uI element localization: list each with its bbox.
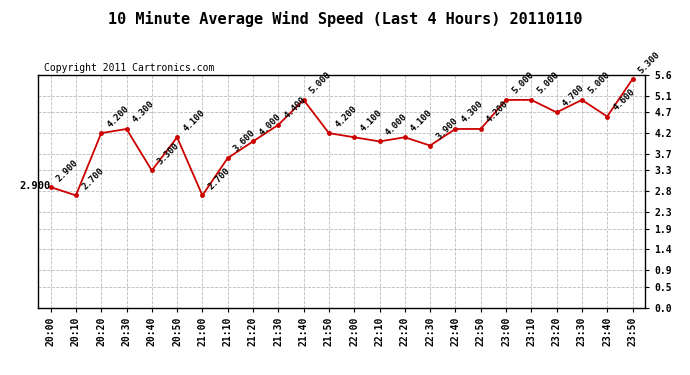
Y-axis label: 2.900: 2.900 <box>19 181 51 191</box>
Text: 5.000: 5.000 <box>586 70 611 96</box>
Text: 4.600: 4.600 <box>611 87 637 112</box>
Text: 4.700: 4.700 <box>561 83 586 108</box>
Text: 2.900: 2.900 <box>55 158 80 183</box>
Text: 4.300: 4.300 <box>460 99 485 125</box>
Text: 4.000: 4.000 <box>384 112 409 137</box>
Text: 4.200: 4.200 <box>106 104 130 129</box>
Text: 4.300: 4.300 <box>130 99 156 125</box>
Text: 5.300: 5.300 <box>637 50 662 75</box>
Text: 4.000: 4.000 <box>257 112 282 137</box>
Text: 4.100: 4.100 <box>181 108 206 133</box>
Text: 4.100: 4.100 <box>409 108 434 133</box>
Text: 5.000: 5.000 <box>308 70 333 96</box>
Text: 5.000: 5.000 <box>535 70 561 96</box>
Text: 4.200: 4.200 <box>485 99 510 125</box>
Text: 2.700: 2.700 <box>206 166 232 191</box>
Text: 10 Minute Average Wind Speed (Last 4 Hours) 20110110: 10 Minute Average Wind Speed (Last 4 Hou… <box>108 11 582 27</box>
Text: 5.000: 5.000 <box>510 70 535 96</box>
Text: 2.700: 2.700 <box>80 166 106 191</box>
Text: 4.200: 4.200 <box>333 104 358 129</box>
Text: 4.100: 4.100 <box>358 108 384 133</box>
Text: 4.400: 4.400 <box>282 95 308 121</box>
Text: Copyright 2011 Cartronics.com: Copyright 2011 Cartronics.com <box>44 63 215 73</box>
Text: 3.300: 3.300 <box>156 141 181 166</box>
Text: 3.900: 3.900 <box>434 116 460 141</box>
Text: 3.600: 3.600 <box>232 129 257 154</box>
